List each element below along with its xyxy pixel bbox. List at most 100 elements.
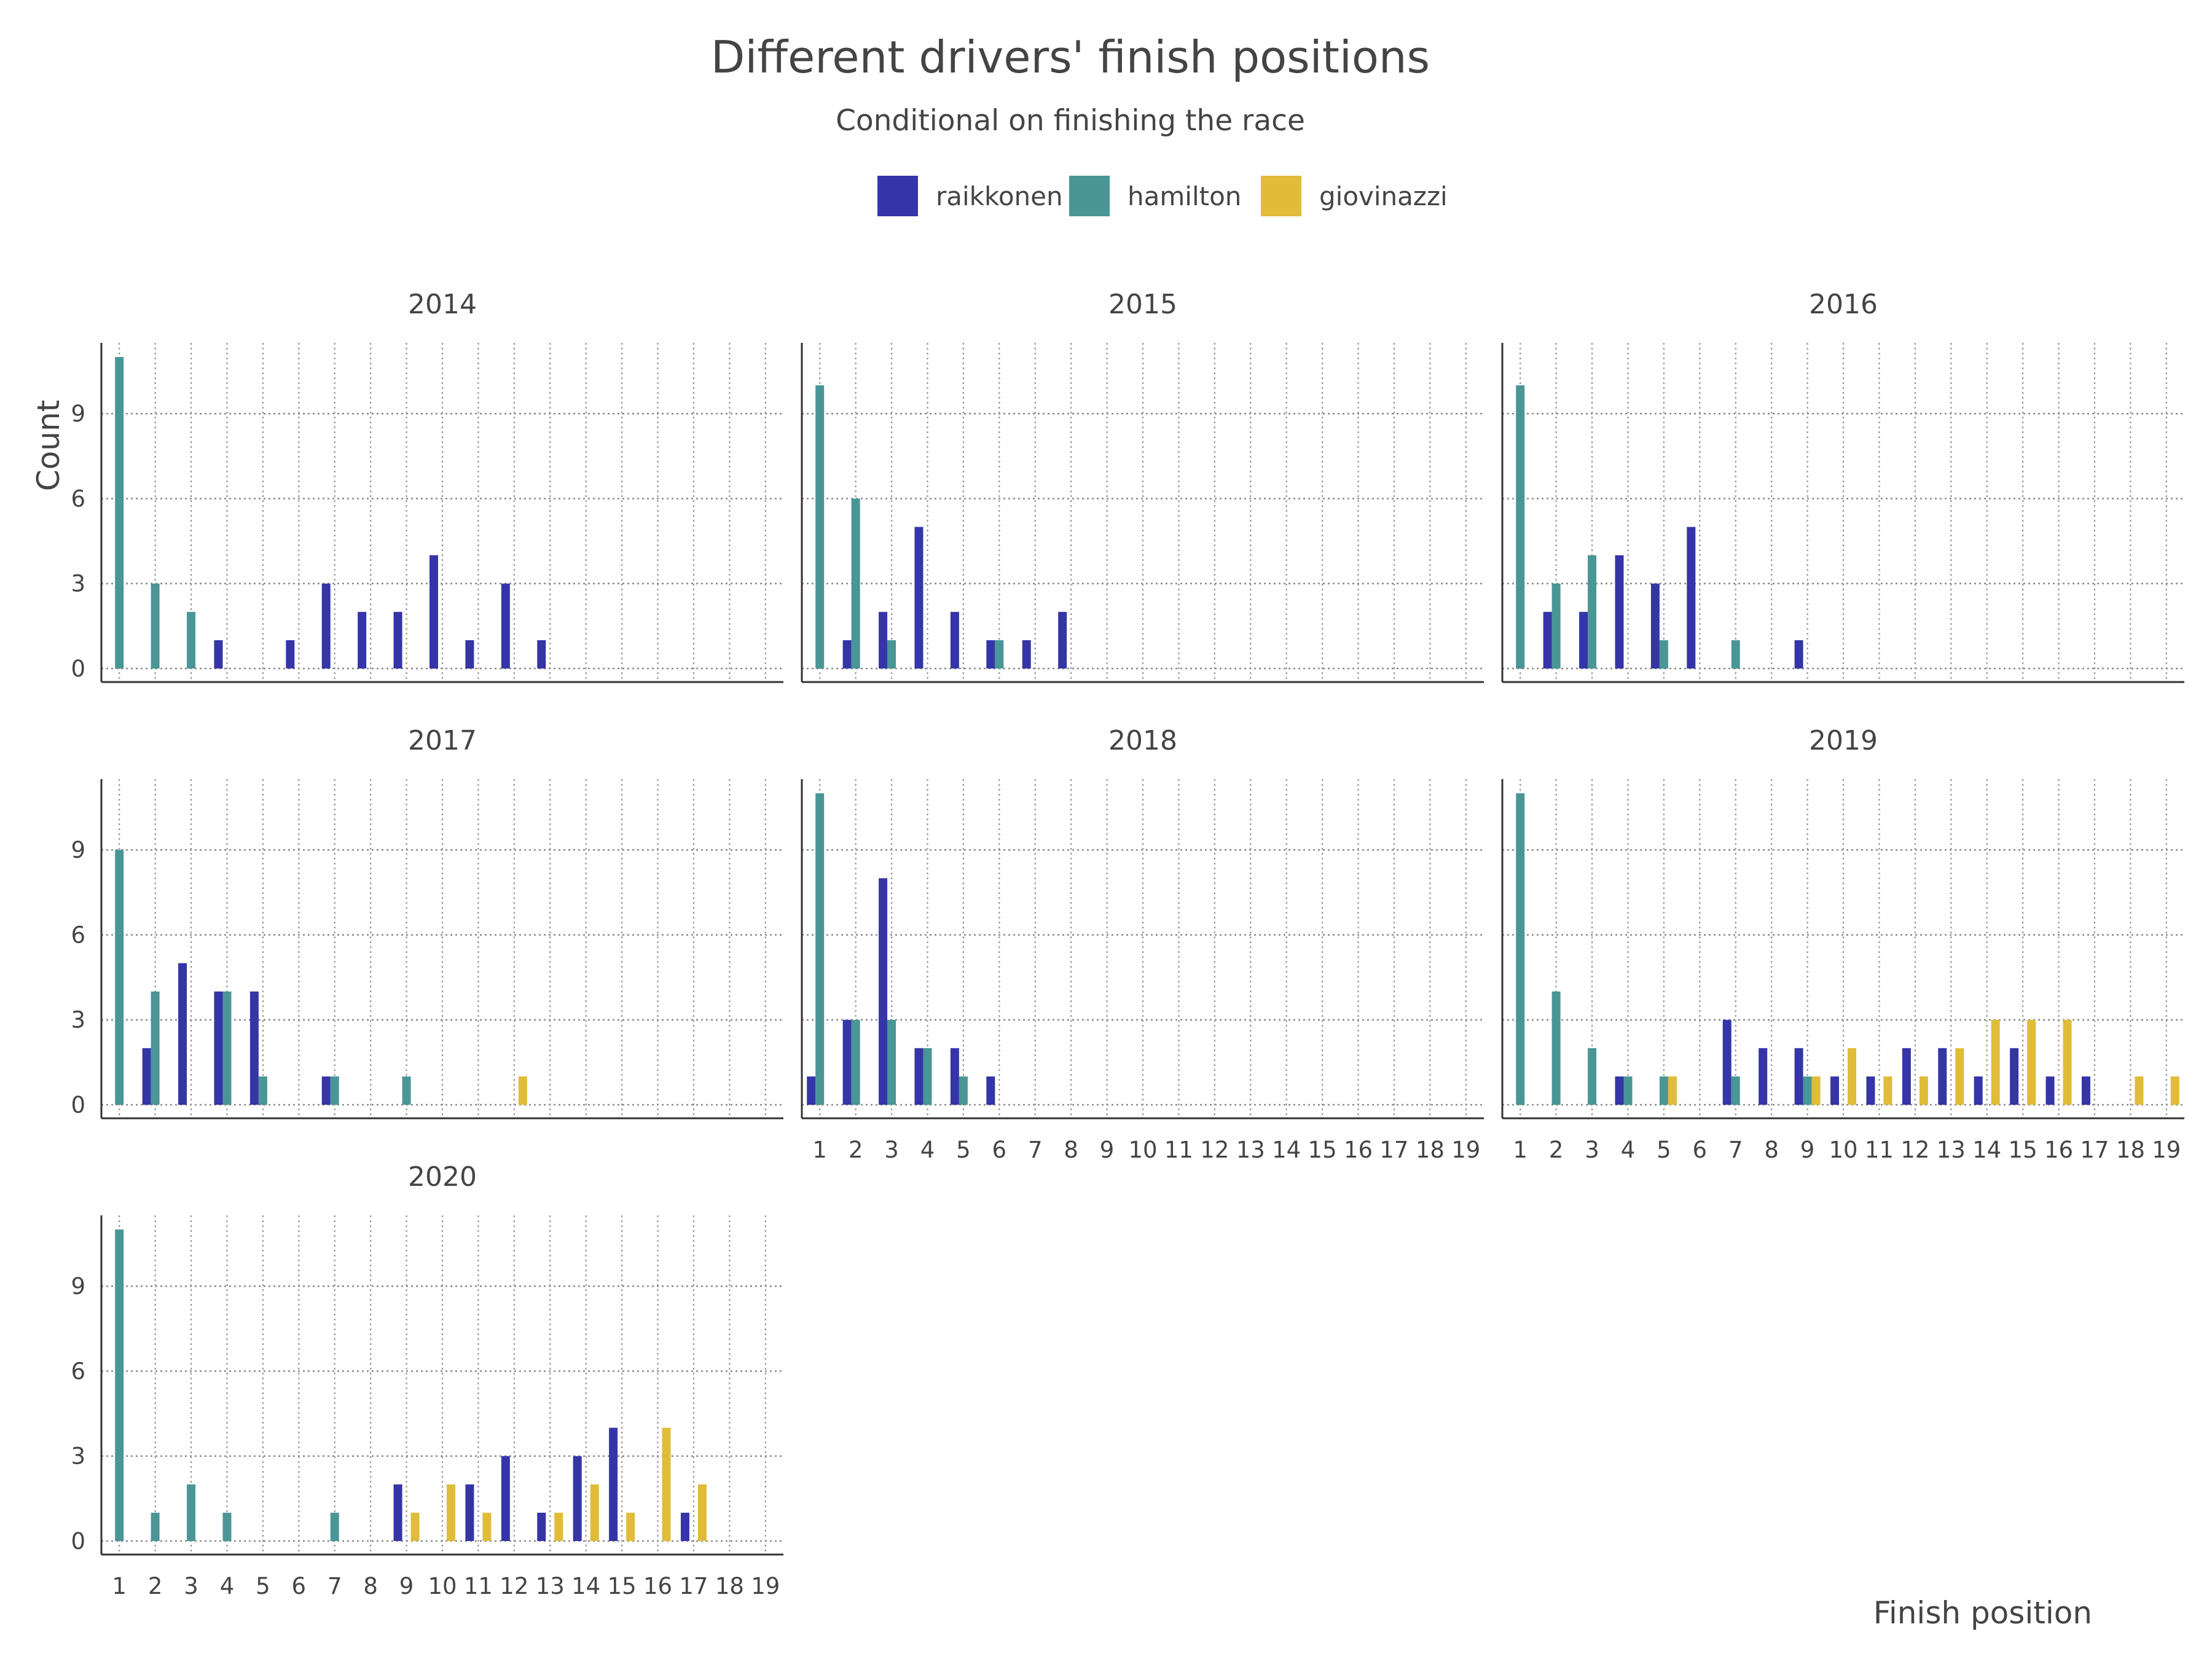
x-tick-label: 7 [1028,1137,1043,1163]
x-tick-label: 9 [1100,1137,1115,1163]
bar-raikkonen-2017-pos4 [214,991,223,1105]
x-tick-label: 11 [1865,1137,1894,1163]
bar-giovinazzi-2020-pos10 [447,1484,455,1541]
panel-title-2014: 2014 [408,289,477,320]
bars-2016 [1516,385,1803,669]
facet-panel-2016: 2016 [1501,289,2184,683]
bar-hamilton-2016-pos7 [1731,640,1740,669]
bar-raikkonen-2019-pos10 [1830,1076,1839,1105]
bar-hamilton-2017-pos5 [258,1076,267,1105]
bar-raikkonen-2014-pos11 [465,640,474,669]
bar-hamilton-2014-pos1 [115,357,124,669]
x-tick-label: 12 [1200,1137,1229,1163]
bar-raikkonen-2019-pos14 [1974,1076,1983,1105]
legend-item-giovinazzi: giovinazzi [1261,176,1448,216]
bar-hamilton-2018-pos3 [887,1019,896,1105]
x-tick-label: 18 [1416,1137,1445,1163]
y-tick-label: 0 [71,1092,85,1118]
x-tick-label: 16 [1344,1137,1373,1163]
bar-raikkonen-2015-pos7 [1022,640,1031,669]
bars-2020 [115,1230,707,1541]
x-tick-label: 8 [1764,1137,1779,1163]
bar-hamilton-2014-pos3 [187,611,196,669]
bar-raikkonen-2014-pos12 [501,583,510,669]
bar-giovinazzi-2019-pos10 [1848,1048,1856,1105]
bar-hamilton-2019-pos7 [1731,1076,1740,1105]
panel-title-2020: 2020 [408,1161,477,1193]
bar-raikkonen-2020-pos13 [537,1512,546,1541]
x-tick-label: 12 [1900,1137,1929,1163]
bar-giovinazzi-2017-pos12 [518,1076,527,1105]
bar-hamilton-2015-pos6 [995,640,1004,669]
bar-raikkonen-2014-pos7 [321,583,331,669]
bars-2018 [807,793,995,1105]
bar-hamilton-2017-pos1 [115,850,124,1105]
bar-giovinazzi-2019-pos15 [2027,1019,2036,1105]
bar-giovinazzi-2019-pos12 [1919,1076,1928,1105]
bar-raikkonen-2014-pos9 [393,611,402,669]
x-tick-label: 16 [2044,1137,2073,1163]
bar-raikkonen-2014-pos4 [214,640,223,669]
y-tick-label: 9 [71,401,85,427]
x-tick-label: 5 [256,1573,270,1599]
x-tick-label: 2 [1549,1137,1564,1163]
legend-label-raikkonen: raikkonen [936,181,1063,211]
bar-hamilton-2020-pos2 [151,1512,160,1541]
panel-title-2018: 2018 [1108,725,1177,756]
y-tick-label: 6 [71,1358,85,1384]
y-axis-title: Count [31,400,66,492]
bar-raikkonen-2017-pos7 [321,1076,331,1105]
bar-raikkonen-2015-pos6 [986,640,995,669]
bar-hamilton-2015-pos1 [815,385,825,669]
bar-giovinazzi-2020-pos11 [482,1512,492,1541]
bar-raikkonen-2019-pos15 [2010,1048,2019,1105]
bar-hamilton-2019-pos9 [1803,1076,1812,1105]
bar-hamilton-2018-pos1 [815,793,825,1105]
bar-raikkonen-2014-pos10 [429,555,438,669]
x-tick-label: 2 [849,1137,863,1163]
bar-raikkonen-2019-pos16 [2045,1076,2055,1105]
bar-hamilton-2018-pos2 [851,1019,860,1105]
x-tick-label: 15 [608,1573,637,1599]
grid-2017 [101,779,783,1118]
x-tick-label: 5 [1657,1137,1671,1163]
bar-raikkonen-2019-pos9 [1794,1048,1803,1105]
x-tick-label: 18 [715,1573,744,1599]
bar-raikkonen-2014-pos6 [286,640,295,669]
x-tick-label: 10 [1829,1137,1857,1163]
bar-giovinazzi-2019-pos19 [2170,1076,2179,1105]
x-tick-label: 19 [751,1573,780,1599]
x-tick-label: 4 [1621,1137,1636,1163]
y-tick-label: 0 [71,1528,85,1555]
facet-panel-2015: 2015 [801,289,1484,683]
bar-raikkonen-2015-pos4 [914,527,924,669]
bar-raikkonen-2016-pos3 [1579,611,1588,669]
bar-giovinazzi-2019-pos13 [1955,1048,1964,1105]
x-tick-label: 15 [2009,1137,2037,1163]
bar-hamilton-2016-pos2 [1551,583,1561,669]
bar-hamilton-2020-pos7 [330,1512,339,1541]
bar-hamilton-2019-pos3 [1588,1048,1597,1105]
x-tick-label: 1 [812,1137,827,1163]
bar-raikkonen-2018-pos2 [842,1019,852,1105]
bar-giovinazzi-2019-pos18 [2135,1076,2144,1105]
x-tick-label: 8 [363,1573,378,1599]
bars-2017 [115,850,527,1105]
y-tick-label: 3 [71,1007,85,1033]
grid-2014 [101,343,783,682]
x-tick-label: 6 [992,1137,1007,1163]
bar-hamilton-2017-pos9 [402,1076,411,1105]
x-tick-label: 10 [1128,1137,1157,1163]
panel-title-2019: 2019 [1809,725,1878,756]
x-tick-label: 9 [1800,1137,1815,1163]
legend: raikkonen hamilton giovinazzi [877,176,1448,216]
x-tick-label: 17 [2080,1137,2109,1163]
x-tick-label: 9 [399,1573,414,1599]
x-tick-label: 6 [292,1573,307,1599]
bar-raikkonen-2019-pos13 [1938,1048,1947,1105]
bar-raikkonen-2020-pos9 [393,1484,402,1541]
bar-raikkonen-2018-pos6 [986,1076,995,1105]
